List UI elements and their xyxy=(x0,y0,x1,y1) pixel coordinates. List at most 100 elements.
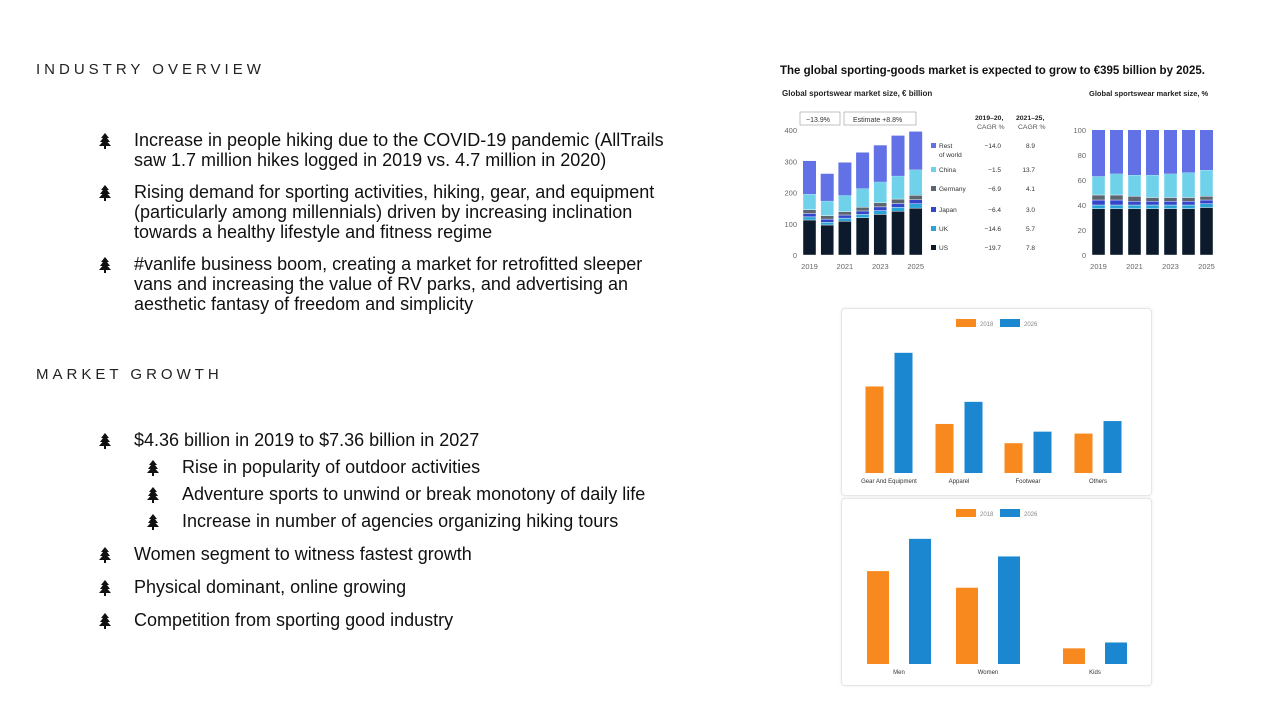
y-tick-label: 100 xyxy=(1073,126,1086,135)
x-tick-label: 2025 xyxy=(907,262,924,271)
list-item: #vanlife business boom, creating a marke… xyxy=(98,254,738,314)
bar-segment xyxy=(1091,204,1106,209)
enduser-chart-card: 2018 2026 Men Women Kids xyxy=(841,498,1152,686)
industry-overview-heading: INDUSTRY OVERVIEW xyxy=(36,61,265,78)
bullet-text: Rising demand for sporting activities, h… xyxy=(134,182,655,202)
bullet-text: vans and increasing the value of RV park… xyxy=(134,274,628,294)
annotation-decline: −13.9% xyxy=(806,117,830,124)
chart-legend: 2018 2026 xyxy=(956,509,1038,518)
bar-segment xyxy=(908,203,923,209)
bar xyxy=(1033,431,1052,473)
bar-segment xyxy=(1181,204,1196,209)
legend-swatch xyxy=(1000,319,1020,327)
legend-swatch xyxy=(1000,509,1020,517)
bar xyxy=(894,352,913,473)
bullet-text: Competition from sporting good industry xyxy=(134,610,454,630)
bar-segment xyxy=(873,210,888,215)
cagr-header: CAGR % xyxy=(977,124,1005,131)
bullet-text: Adventure sports to unwind or break mono… xyxy=(182,484,646,504)
bar-segment xyxy=(1145,204,1160,209)
cagr-value: −14.6 xyxy=(985,226,1002,233)
y-tick-label: 20 xyxy=(1078,226,1086,235)
pine-tree-icon xyxy=(99,547,111,563)
x-tick-label: 2019 xyxy=(1090,262,1107,271)
x-tick-label: 2023 xyxy=(872,262,889,271)
chart-legend: Rest of world −14.0 8.9 China −1.5 13.7 Germany… xyxy=(931,143,1035,252)
pine-tree-icon xyxy=(147,487,159,503)
x-tick-label: 2021 xyxy=(1126,262,1143,271)
legend-swatch xyxy=(956,509,976,517)
bar-segment xyxy=(1200,130,1213,170)
chart-title: The global sporting-goods market is expe… xyxy=(780,65,1205,77)
bar-segment xyxy=(838,221,852,256)
cagr-value: −1.5 xyxy=(988,167,1001,174)
bar xyxy=(1105,642,1127,664)
legend-label: Germany xyxy=(939,186,966,193)
legend-label: China xyxy=(939,167,956,174)
bar xyxy=(935,423,954,473)
cagr-value: −14.0 xyxy=(985,143,1002,150)
bar-segment xyxy=(908,199,923,204)
legend-label: Japan xyxy=(939,207,957,214)
bar-segment xyxy=(838,211,852,216)
x-tick-label: 2021 xyxy=(837,262,854,271)
bullet-text: Increase in number of agencies organizin… xyxy=(182,511,619,531)
pine-tree-icon xyxy=(99,185,111,201)
bar-segment xyxy=(1091,199,1106,206)
bar-segment xyxy=(802,216,817,221)
bar-segment xyxy=(1146,130,1159,175)
product-chart-card: 2018 2026 Gear And Equipment Apparel Footwea… xyxy=(841,308,1152,496)
x-tick-label: Apparel xyxy=(949,479,970,485)
cagr-header: CAGR % xyxy=(1018,124,1046,131)
bar-segment xyxy=(1109,173,1124,196)
bar-segment xyxy=(820,173,834,201)
legend-swatch xyxy=(931,186,936,191)
x-tick-label: Others xyxy=(1089,479,1107,485)
list-item: Physical dominant, online growing xyxy=(98,577,738,597)
legend-label: 2018 xyxy=(980,512,994,518)
cagr-value: 5.7 xyxy=(1026,226,1035,233)
bullet-text: Women segment to witness fastest growth xyxy=(134,544,472,564)
legend-swatch xyxy=(956,319,976,327)
pine-tree-icon xyxy=(147,514,159,530)
x-tick-label: Gear And Equipment xyxy=(861,479,917,485)
cagr-value: −19.7 xyxy=(985,245,1002,252)
bar-segment xyxy=(855,217,870,256)
bar-segment xyxy=(873,206,888,211)
cagr-value: 4.1 xyxy=(1026,186,1035,193)
list-item: Increase in people hiking due to the COV… xyxy=(98,130,738,170)
pine-tree-icon xyxy=(99,133,111,149)
bar-segment xyxy=(1092,130,1105,177)
list-item: Adventure sports to unwind or break mono… xyxy=(98,484,738,504)
bar-segment xyxy=(802,213,817,218)
bar xyxy=(1004,443,1023,473)
bar-segment xyxy=(1199,196,1214,201)
bar-segment xyxy=(891,211,905,256)
bar-segment xyxy=(1181,201,1196,206)
cagr-value: 8.9 xyxy=(1026,143,1035,150)
y-tick-label: 40 xyxy=(1078,201,1086,210)
bar-segment xyxy=(802,219,817,256)
bar-segment xyxy=(820,218,834,223)
y-tick-label: 80 xyxy=(1078,151,1086,160)
bar-segment xyxy=(820,215,834,220)
legend-label: 2026 xyxy=(1024,322,1038,328)
bar-segment xyxy=(1145,174,1160,198)
bar-segment xyxy=(820,221,834,226)
bullet-text: aesthetic fantasy of freedom and simplic… xyxy=(134,294,474,314)
cagr-value: 3.0 xyxy=(1026,207,1035,214)
annotations: −13.9% Estimate +8.8% xyxy=(799,111,917,126)
bar-segment xyxy=(873,145,887,182)
legend-label: UK xyxy=(939,226,949,233)
bullet-text: $4.36 billion in 2019 to $7.36 billion i… xyxy=(134,430,480,450)
bar xyxy=(964,401,983,473)
bar-segment xyxy=(1163,173,1178,198)
bar-segment xyxy=(856,152,870,189)
bar xyxy=(1063,648,1085,664)
bar-segment xyxy=(838,217,852,222)
bar xyxy=(998,556,1020,664)
bar-segment xyxy=(1091,176,1106,196)
x-tick-label: Women xyxy=(978,670,999,676)
bar-segment xyxy=(1145,208,1160,256)
pine-tree-icon xyxy=(99,257,111,273)
